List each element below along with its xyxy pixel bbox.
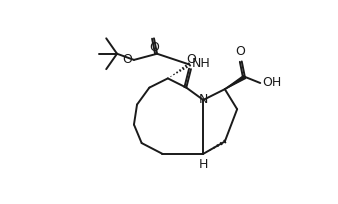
Text: OH: OH <box>263 76 282 90</box>
Text: N: N <box>198 93 208 106</box>
Text: H: H <box>198 159 208 171</box>
Text: NH: NH <box>192 57 211 70</box>
Polygon shape <box>225 75 246 89</box>
Text: O: O <box>235 45 245 58</box>
Text: O: O <box>122 53 131 66</box>
Text: O: O <box>149 41 159 54</box>
Text: O: O <box>186 53 196 66</box>
